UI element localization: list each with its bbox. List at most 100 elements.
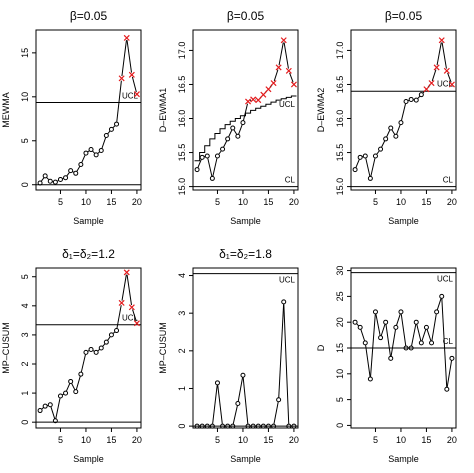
x-tick-label: 10 (81, 197, 91, 207)
series-segment (97, 151, 100, 154)
y-tick-label: 4 (177, 273, 187, 278)
x-tick-label: 5 (373, 435, 378, 445)
y-tick-label: 5 (20, 274, 30, 279)
x-axis-label: Sample (388, 454, 419, 464)
series-segment (41, 407, 44, 410)
series-segment (370, 158, 376, 177)
chart-title: β=0.05 (70, 9, 108, 23)
series-segment (87, 350, 90, 352)
x-axis-label: Sample (230, 454, 261, 464)
x-tick-label: 20 (289, 197, 299, 207)
data-point (235, 401, 241, 407)
series-segment (112, 125, 116, 129)
data-point (383, 319, 389, 325)
ucl-label: UCL (437, 79, 454, 88)
ucl-label: UCL (279, 276, 296, 285)
data-point (98, 345, 104, 351)
data-point (240, 120, 246, 126)
series-segment (356, 323, 359, 327)
series-segment (283, 42, 289, 69)
data-point (423, 324, 429, 330)
out-of-control-point (280, 37, 287, 44)
series-segment (416, 324, 422, 341)
series-segment (376, 150, 380, 155)
y-tick-label: 16.5 (335, 76, 345, 94)
series-segment (107, 336, 111, 341)
x-axis-label: Sample (230, 216, 261, 226)
data-point (83, 349, 89, 355)
out-of-control-point (270, 80, 277, 87)
y-axis-label: D (316, 344, 326, 351)
data-point (83, 150, 89, 156)
data-point (225, 423, 231, 429)
cl-label: CL (443, 176, 454, 185)
series-segment (92, 150, 95, 154)
x-tick-label: 20 (447, 435, 457, 445)
data-point (103, 339, 109, 345)
data-point (383, 136, 389, 142)
data-point (449, 355, 455, 361)
data-point (398, 120, 404, 126)
data-point (434, 309, 440, 315)
data-point (230, 423, 236, 429)
series-segment (273, 69, 279, 82)
data-point (47, 402, 53, 408)
series-segment (232, 405, 238, 424)
series-segment (121, 40, 127, 77)
series-segment (396, 124, 401, 135)
series-segment (390, 329, 396, 357)
y-tick-label: 25 (335, 291, 345, 301)
data-point (209, 423, 215, 429)
data-point (98, 147, 104, 153)
series-segment (243, 103, 248, 121)
data-point (260, 423, 266, 429)
chart-panel-3: β=0.05 Sample D–EWMA2 5 10 15 20 15.0 15.5 16.0 16… (316, 9, 457, 226)
out-of-control-point (245, 98, 252, 105)
data-point (199, 154, 205, 160)
data-point (194, 423, 200, 429)
y-tick-label: 17.0 (335, 42, 345, 60)
series-segment (355, 159, 360, 168)
series-segment (126, 274, 132, 306)
data-point (37, 180, 43, 186)
series-segment (233, 129, 238, 135)
y-tick-label: 15.5 (177, 144, 187, 162)
series-segment (441, 298, 448, 388)
data-point (291, 423, 297, 429)
data-point (444, 386, 450, 392)
series-segment (92, 350, 95, 352)
data-point (372, 153, 378, 159)
x-tick-label: 20 (132, 197, 142, 207)
series-segment (446, 360, 453, 388)
series-segment (365, 158, 371, 177)
series-segment (66, 172, 70, 177)
series-segment (436, 42, 442, 66)
y-tick-label: 3 (20, 332, 30, 337)
series-segment (102, 343, 106, 347)
series-segment (116, 305, 122, 329)
y-tick-label: 15 (335, 343, 345, 353)
plot-frame (192, 29, 299, 191)
x-tick-label: 5 (58, 197, 63, 207)
series-segment (121, 274, 127, 301)
series-segment (289, 72, 294, 83)
series-segment (76, 166, 81, 172)
data-point (214, 153, 220, 159)
series-segment (207, 158, 213, 177)
y-axis-label: D–EWMA1 (158, 88, 168, 133)
x-tick-label: 5 (215, 197, 220, 207)
x-tick-label: 15 (421, 435, 431, 445)
data-point (439, 293, 445, 299)
out-of-control-point (423, 86, 430, 93)
series-segment (75, 376, 81, 390)
y-tick-label: 15.0 (335, 178, 345, 196)
data-point (108, 332, 114, 338)
plot-frame (35, 29, 142, 191)
data-point (220, 423, 226, 429)
x-tick-label: 5 (373, 197, 378, 207)
x-tick-label: 10 (396, 435, 406, 445)
series-segment (46, 177, 50, 180)
series-segment (380, 324, 386, 336)
data-point (68, 378, 74, 384)
series-segment (238, 124, 243, 135)
